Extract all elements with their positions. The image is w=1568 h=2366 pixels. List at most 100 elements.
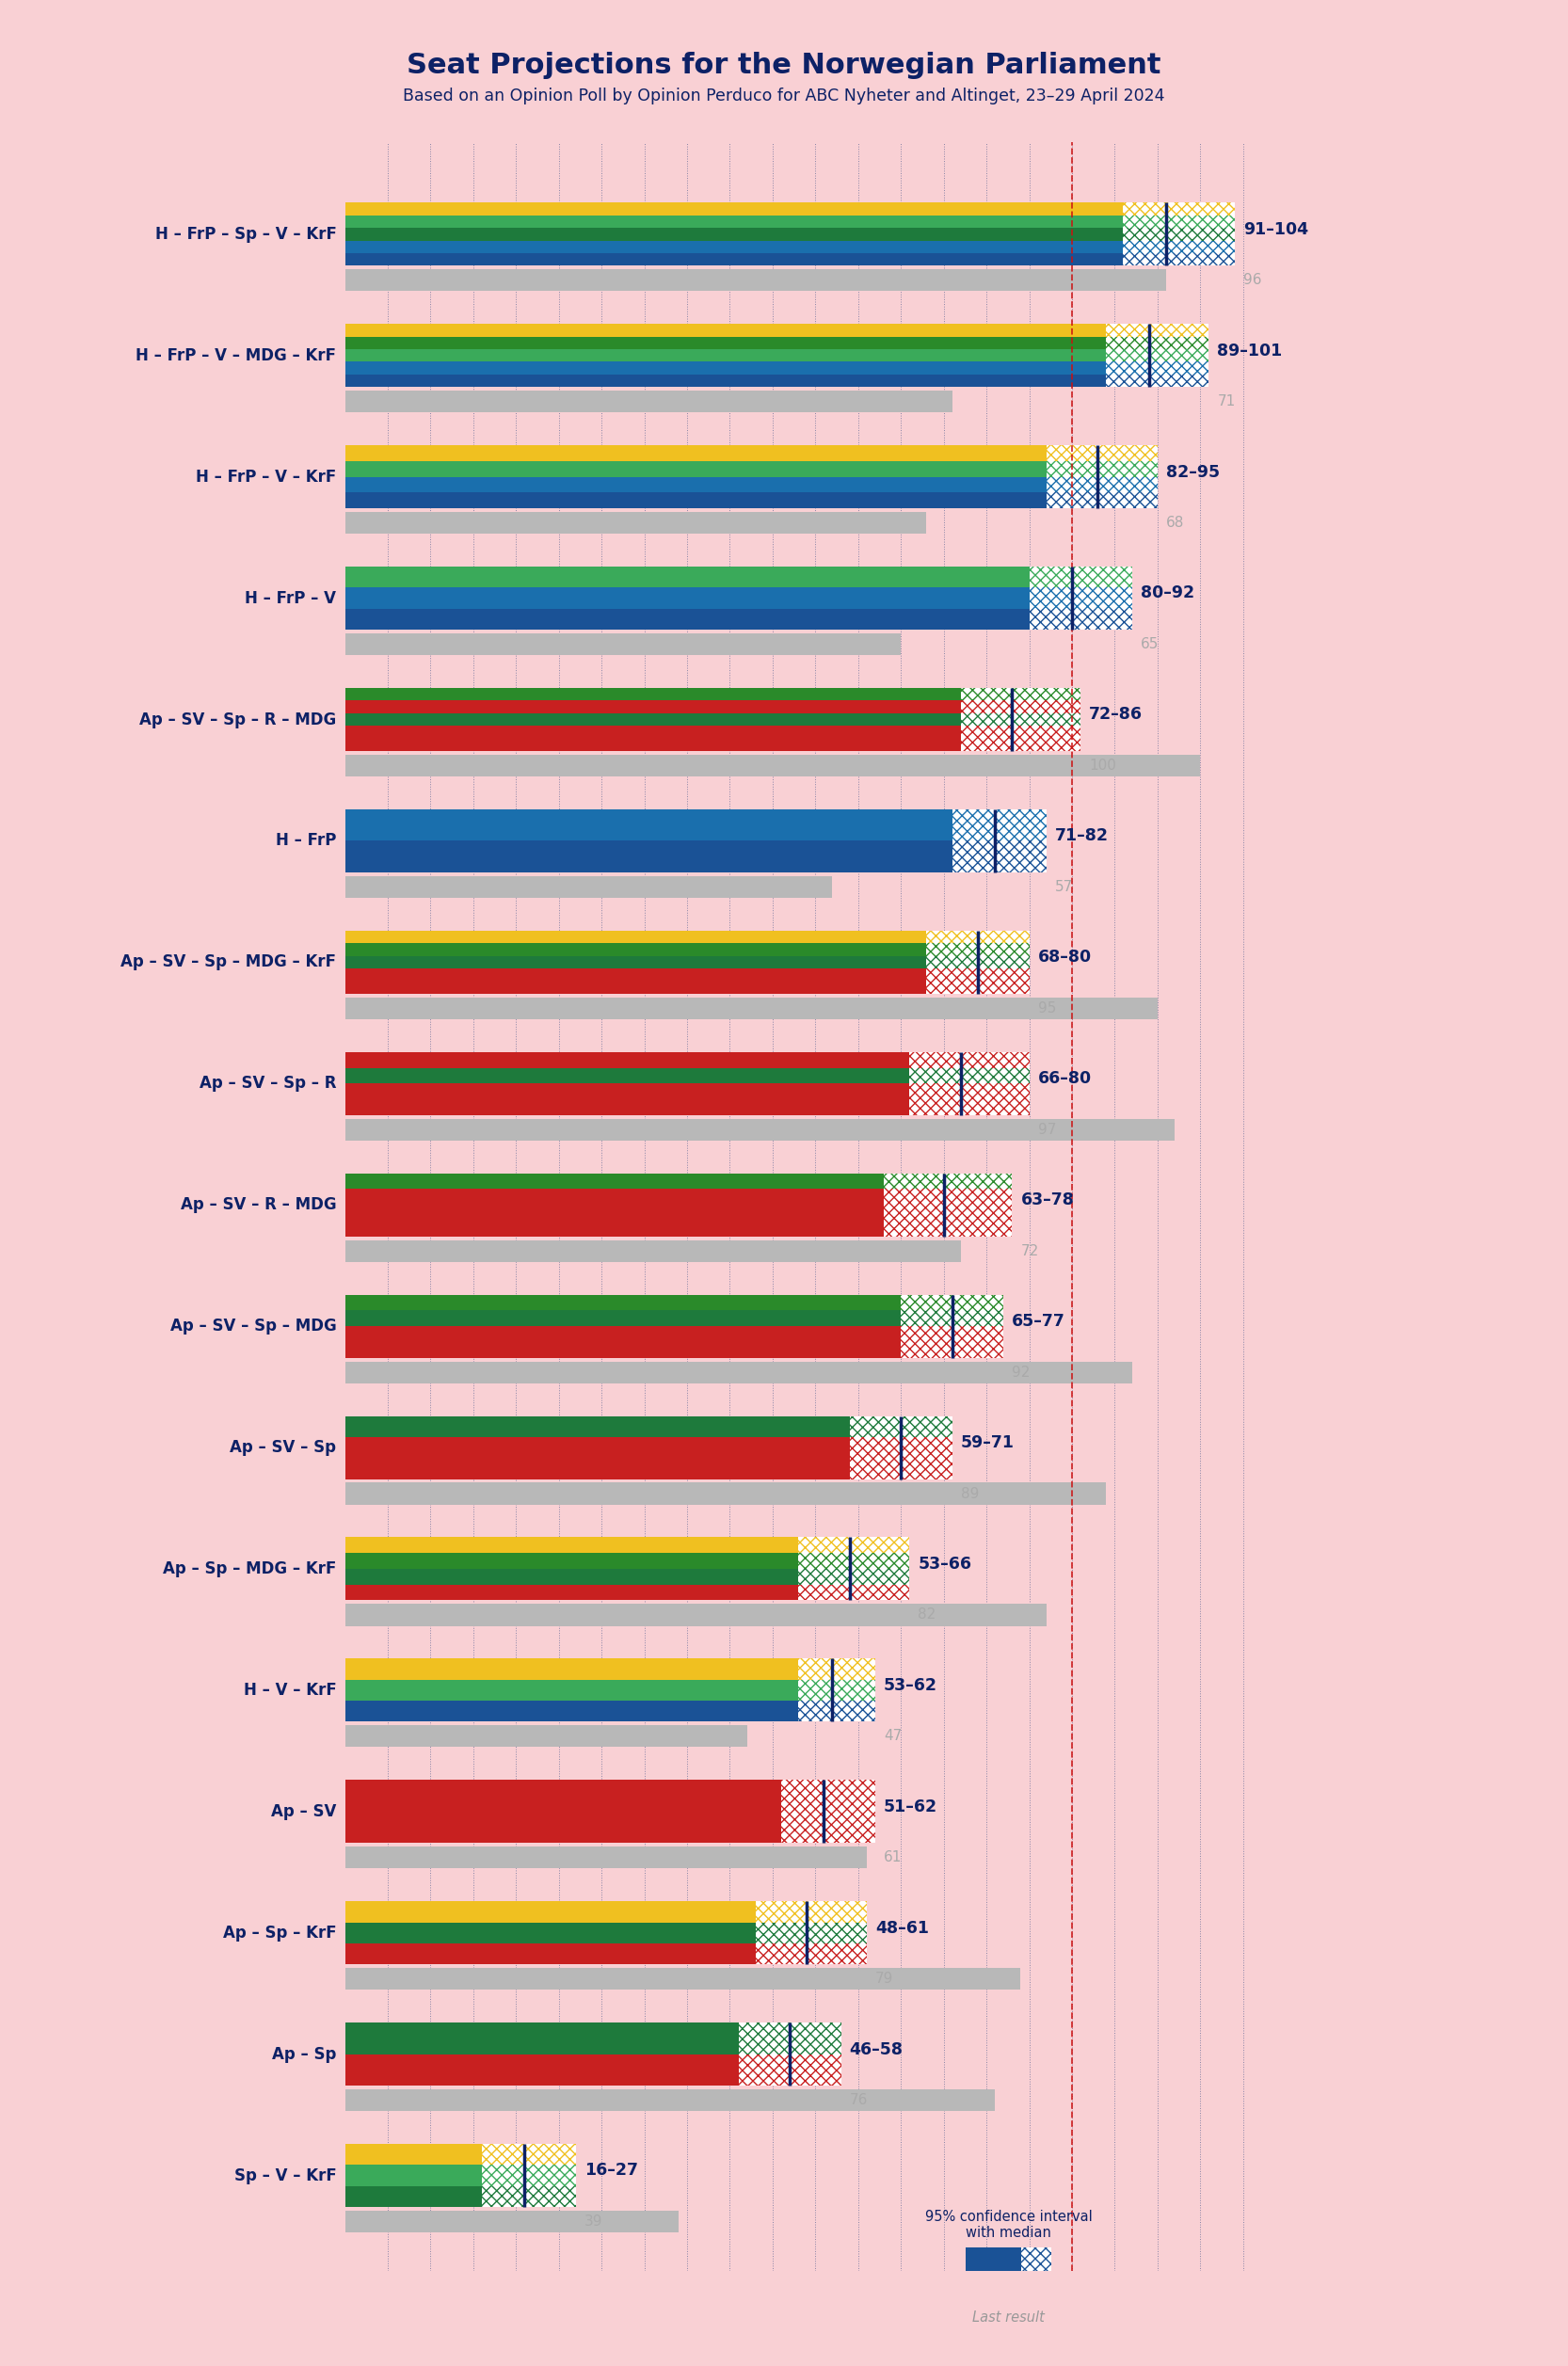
Text: Ap – SV – R – MDG: Ap – SV – R – MDG: [180, 1197, 337, 1214]
Bar: [345, 755, 1200, 776]
Text: H – FrP: H – FrP: [276, 833, 337, 849]
Bar: [756, 1921, 867, 1942]
Bar: [961, 700, 1080, 712]
Bar: [1105, 324, 1209, 336]
Bar: [1123, 215, 1234, 227]
Bar: [756, 1942, 867, 1964]
Text: Ap – SV – Sp – MDG: Ap – SV – Sp – MDG: [169, 1318, 337, 1334]
Bar: [884, 1204, 1011, 1221]
Text: H – V – KrF: H – V – KrF: [243, 1682, 337, 1699]
Text: 82–95: 82–95: [1167, 464, 1220, 480]
Bar: [850, 1415, 952, 1436]
Bar: [1021, 2248, 1052, 2283]
Bar: [850, 1457, 952, 1479]
Text: 100: 100: [1090, 759, 1116, 774]
Bar: [927, 968, 1029, 982]
Bar: [902, 1327, 1004, 1342]
Bar: [1029, 587, 1132, 608]
Bar: [850, 1457, 952, 1479]
Bar: [909, 1053, 1029, 1067]
Bar: [345, 1100, 909, 1114]
Bar: [345, 336, 1105, 350]
Bar: [345, 1084, 909, 1100]
Bar: [345, 511, 927, 535]
Bar: [850, 1415, 952, 1436]
Bar: [927, 956, 1029, 968]
Bar: [798, 1538, 909, 1552]
Text: 53–62: 53–62: [884, 1677, 938, 1694]
Bar: [798, 1680, 875, 1701]
Text: H – FrP – V: H – FrP – V: [245, 589, 337, 606]
Bar: [927, 944, 1029, 956]
Bar: [798, 1569, 909, 1585]
Bar: [739, 2054, 840, 2087]
Bar: [909, 1084, 1029, 1100]
Bar: [884, 1174, 1011, 1190]
Bar: [798, 1569, 909, 1585]
Bar: [902, 1294, 1004, 1311]
Bar: [345, 1902, 756, 1921]
Bar: [345, 982, 927, 994]
Bar: [345, 1659, 798, 1680]
Bar: [345, 2054, 739, 2087]
Bar: [961, 700, 1080, 712]
Bar: [1046, 492, 1157, 509]
Bar: [902, 1311, 1004, 1327]
Text: 72–86: 72–86: [1090, 705, 1143, 724]
Bar: [345, 1921, 756, 1942]
Bar: [1123, 241, 1234, 253]
Bar: [756, 1902, 867, 1921]
Bar: [798, 1585, 909, 1599]
Bar: [952, 809, 1046, 840]
Bar: [798, 1680, 875, 1701]
Text: Ap – Sp – MDG – KrF: Ap – Sp – MDG – KrF: [163, 1559, 337, 1578]
Bar: [345, 1415, 850, 1436]
Bar: [345, 227, 1123, 241]
Bar: [909, 1053, 1029, 1067]
Bar: [966, 2248, 1021, 2283]
Bar: [927, 944, 1029, 956]
Bar: [850, 1436, 952, 1457]
Bar: [345, 608, 1029, 629]
Text: Ap – SV – Sp – R – MDG: Ap – SV – Sp – R – MDG: [140, 712, 337, 729]
Bar: [927, 982, 1029, 994]
Bar: [345, 998, 1157, 1020]
Bar: [884, 1174, 1011, 1190]
Bar: [345, 1342, 902, 1358]
Bar: [781, 1779, 875, 1812]
Bar: [1029, 608, 1132, 629]
Bar: [345, 350, 1105, 362]
Bar: [1105, 362, 1209, 374]
Bar: [756, 1902, 867, 1921]
Bar: [1123, 203, 1234, 215]
Text: Last result: Last result: [972, 2309, 1044, 2323]
Bar: [961, 689, 1080, 700]
Bar: [345, 1119, 1174, 1140]
Text: 39: 39: [585, 2215, 602, 2229]
Bar: [345, 1604, 1046, 1625]
Bar: [345, 840, 952, 873]
Bar: [345, 362, 1105, 374]
Bar: [756, 1942, 867, 1964]
Bar: [961, 689, 1080, 700]
Bar: [345, 587, 1029, 608]
Text: 71: 71: [1217, 395, 1236, 409]
Bar: [345, 1680, 798, 1701]
Bar: [739, 2023, 840, 2054]
Bar: [1123, 227, 1234, 241]
Bar: [961, 712, 1080, 726]
Text: 97: 97: [1038, 1121, 1055, 1136]
Bar: [1123, 215, 1234, 227]
Bar: [345, 203, 1123, 215]
Bar: [1123, 253, 1234, 265]
Bar: [481, 2165, 575, 2186]
Bar: [884, 1221, 1011, 1237]
Bar: [909, 1100, 1029, 1114]
Bar: [345, 930, 927, 944]
Bar: [345, 1327, 902, 1342]
Bar: [345, 2023, 739, 2054]
Bar: [798, 1552, 909, 1569]
Bar: [345, 1204, 884, 1221]
Bar: [345, 1311, 902, 1327]
Bar: [961, 726, 1080, 738]
